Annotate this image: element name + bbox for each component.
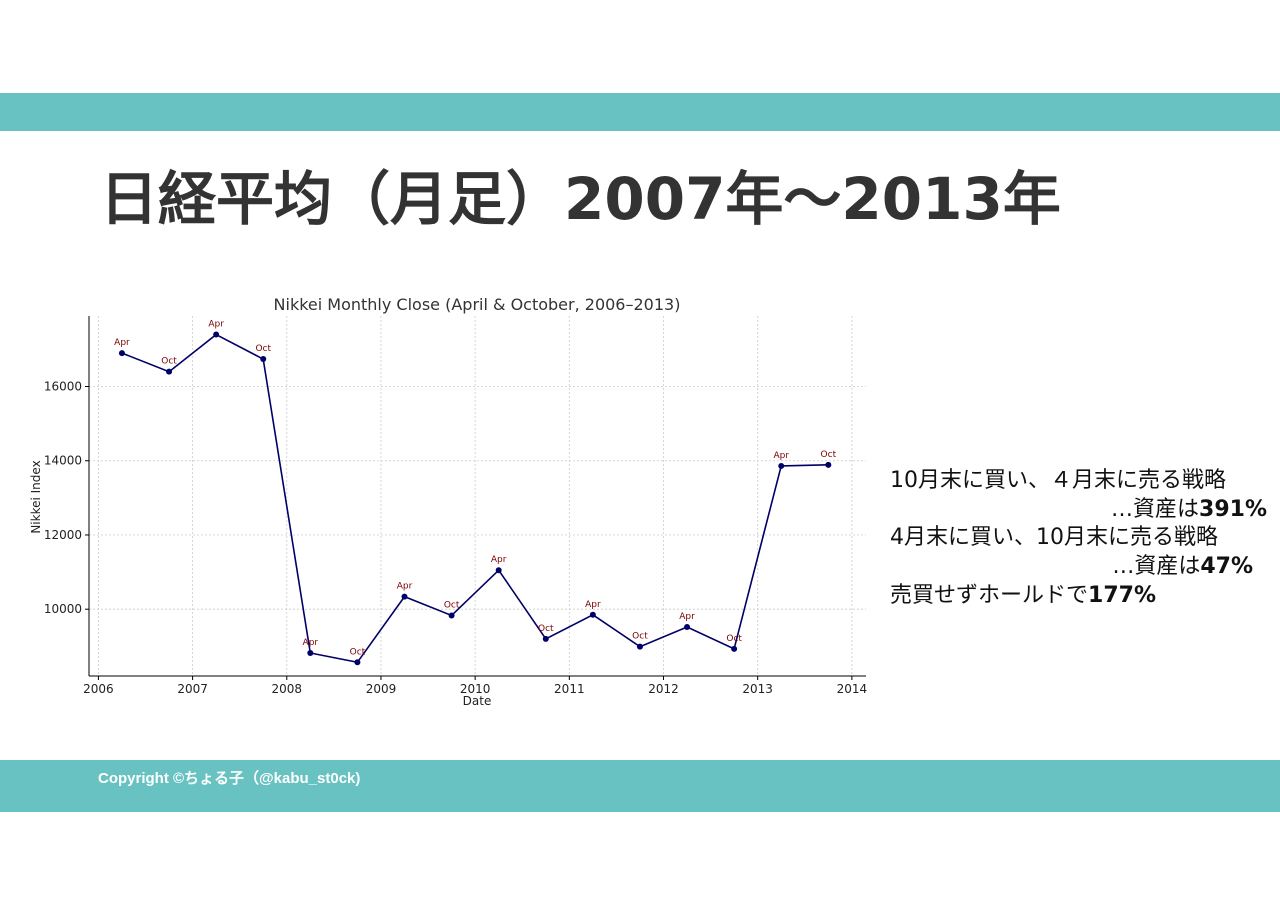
top-accent-band (0, 93, 1280, 131)
copyright-notice: Copyright ©ちょる子（@kabu_st0ck) (98, 770, 361, 787)
x-tick-label: 2012 (648, 682, 679, 696)
y-tick-label: 12000 (44, 528, 82, 542)
data-point-label-2008-04: Apr (303, 638, 319, 648)
bottom-accent-band (0, 760, 1280, 812)
result-value-391: 391% (1199, 497, 1267, 522)
data-point-2012-04 (684, 624, 691, 631)
x-tick-label: 2011 (554, 682, 585, 696)
data-point-2006-04 (118, 350, 125, 357)
nikkei-line-chart: 2006 2007 2008 2009 2010 2011 2012 2013 2014 1000… (29, 295, 867, 708)
data-point-label-2013-10: Oct (821, 450, 837, 460)
nikkei-series-line (121, 333, 829, 664)
data-point-label-2012-10: Oct (726, 634, 742, 644)
x-tick-label: 2013 (742, 682, 773, 696)
data-point-label-2007-10: Oct (255, 344, 271, 354)
x-tick-label: 2006 (83, 682, 114, 696)
data-point-2007-10 (260, 356, 267, 363)
data-point-2009-04 (401, 593, 408, 600)
x-tick-label: 2008 (272, 682, 303, 696)
chart-axes: 2006 2007 2008 2009 2010 2011 2012 2013 2014 1000… (44, 316, 867, 696)
strategy-note-sell-october: 4月末に買い、10月末に売る戦略 (890, 525, 1218, 550)
chart-x-axis-label: Date (463, 694, 492, 708)
data-point-label-2007-04: Apr (208, 320, 224, 330)
data-point-2013-04 (778, 462, 785, 469)
chart-y-axis-label: Nikkei Index (29, 460, 43, 533)
x-tick-label: 2014 (837, 682, 868, 696)
x-tick-label: 2010 (460, 682, 491, 696)
strategy-note-hold: 売買せずホールドで177% (890, 577, 1156, 609)
data-point-label-2009-04: Apr (397, 582, 413, 592)
x-tick-label: 2007 (177, 682, 208, 696)
data-point-label-2006-04: Apr (114, 338, 130, 348)
data-point-label-2011-10: Oct (632, 632, 648, 642)
data-point-label-2008-10: Oct (350, 647, 366, 657)
data-point-label-2010-10: Oct (538, 624, 554, 634)
data-point-2011-04 (589, 611, 596, 618)
chart-title: Nikkei Monthly Close (April & October, 2… (274, 295, 681, 314)
strategy-note-sell-april: 10月末に買い、４月末に売る戦略 (890, 468, 1226, 493)
data-point-2013-10 (825, 461, 832, 468)
data-point-2006-10 (166, 368, 173, 375)
data-point-2008-10 (354, 659, 361, 666)
x-tick-label: 2009 (366, 682, 397, 696)
data-point-label-2006-10: Oct (161, 357, 177, 367)
data-point-label-2013-04: Apr (773, 451, 789, 461)
chart-series: Apr Oct Apr Oct Apr Oct Apr Oct Apr Oct Apr Oct Apr O… (114, 320, 837, 666)
data-point-label-2012-04: Apr (679, 612, 695, 622)
result-value-177: 177% (1088, 583, 1156, 608)
chart-grid (89, 316, 866, 676)
data-point-label-2011-04: Apr (585, 600, 601, 610)
y-tick-label: 14000 (44, 454, 82, 468)
strategy-note-sell-april-result: …資産は391% (1111, 491, 1267, 523)
data-point-label-2010-04: Apr (491, 555, 507, 565)
result-prefix: …資産は (1111, 497, 1200, 522)
y-tick-label: 16000 (44, 380, 82, 394)
y-tick-label: 10000 (44, 602, 82, 616)
data-point-label-2009-10: Oct (444, 601, 460, 611)
data-point-2010-10 (542, 635, 549, 642)
hold-prefix: 売買せずホールドで (890, 583, 1089, 608)
result-prefix: …資産は (1112, 554, 1201, 579)
data-point-2007-04 (213, 331, 220, 338)
data-point-2012-10 (731, 645, 738, 652)
data-point-2010-04 (495, 567, 502, 574)
data-point-2009-10 (448, 612, 455, 619)
data-point-2008-04 (307, 649, 314, 656)
data-point-2011-10 (636, 643, 643, 650)
result-value-47: 47% (1200, 554, 1253, 579)
strategy-note-sell-october-result: …資産は47% (1112, 548, 1253, 580)
slide-title: 日経平均（月足）2007年〜2013年 (100, 165, 1061, 233)
